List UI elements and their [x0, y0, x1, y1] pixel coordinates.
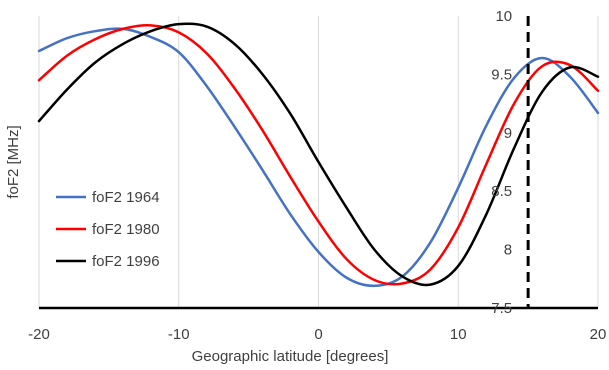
series-line-3 [37, 22, 600, 287]
axis-layer: -20 -10 0 10 20 7.5 8 8.5 9 9.5 10 [28, 8, 606, 343]
y-tick-label: 8 [504, 242, 512, 259]
y-tick-label: 9 [504, 125, 512, 142]
y-tick-label: 8.5 [491, 183, 512, 200]
y-tick-label: 10 [495, 8, 512, 25]
x-axis-title: Geographic latitude [degrees] [192, 348, 389, 365]
legend-label-3: foF2 1996 [92, 253, 160, 270]
series-line-2 [37, 23, 600, 286]
x-tick-label: 20 [590, 326, 607, 343]
y-tick-label: 9.5 [491, 66, 512, 83]
legend: foF2 1964 foF2 1980 foF2 1996 [56, 189, 160, 270]
x-tick-label: 0 [314, 326, 322, 343]
x-tick-label: -20 [28, 326, 50, 343]
series-layer [37, 22, 600, 288]
y-tick-label: 7.5 [491, 300, 512, 317]
x-tick-label: -10 [168, 326, 190, 343]
series-line-1 [37, 27, 600, 288]
y-axis-title: foF2 [MHz] [5, 125, 22, 198]
x-tick-label: 10 [450, 326, 467, 343]
legend-label-1: foF2 1964 [92, 189, 160, 206]
legend-label-2: foF2 1980 [92, 221, 160, 238]
